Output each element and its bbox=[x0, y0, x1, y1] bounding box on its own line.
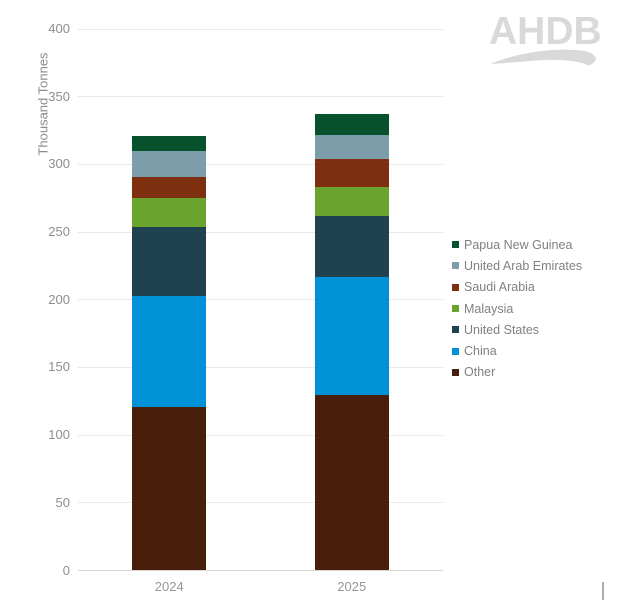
y-tick-label: 50 bbox=[55, 494, 70, 510]
ahdb-logo: AHDB bbox=[489, 10, 602, 66]
bar-segment-other bbox=[314, 394, 389, 571]
bar-segment-malaysia bbox=[132, 198, 207, 227]
bar-segment-united-arab-emirates bbox=[314, 134, 389, 159]
x-tick-label: 2024 bbox=[154, 578, 184, 594]
y-tick-label: 0 bbox=[62, 562, 70, 578]
legend-swatch-icon bbox=[452, 262, 459, 270]
legend: Papua New Guinea United Arab Emirates Saud… bbox=[452, 234, 582, 383]
legend-label: Other bbox=[464, 365, 496, 380]
ahdb-swoosh-icon bbox=[490, 49, 596, 66]
y-tick-label: 350 bbox=[48, 88, 70, 104]
legend-swatch-icon bbox=[452, 305, 459, 313]
y-tick-label: 100 bbox=[48, 427, 70, 443]
bar-segment-saudi-arabia bbox=[314, 158, 389, 188]
y-tick-label: 200 bbox=[48, 291, 70, 307]
legend-item-saudi-arabia: Saudi Arabia bbox=[452, 277, 582, 298]
bar-segment-saudi-arabia bbox=[132, 176, 207, 199]
gridline bbox=[78, 96, 443, 98]
legend-label: Papua New Guinea bbox=[464, 237, 573, 252]
bar-segment-united-states bbox=[314, 215, 389, 277]
gridline bbox=[78, 299, 443, 301]
vertical-line-fragment bbox=[602, 582, 604, 600]
x-axis-line bbox=[78, 570, 443, 571]
legend-swatch-icon bbox=[452, 326, 459, 334]
gridline bbox=[78, 163, 443, 165]
bar-segment-papua-new-guinea bbox=[314, 114, 389, 135]
y-tick-label: 300 bbox=[48, 156, 70, 172]
bar-segment-united-states bbox=[132, 226, 207, 296]
y-tick-label: 250 bbox=[48, 224, 70, 240]
gridline bbox=[78, 366, 443, 368]
legend-label: Malaysia bbox=[464, 301, 514, 316]
gridline bbox=[78, 434, 443, 436]
legend-swatch-icon bbox=[452, 283, 459, 291]
legend-label: China bbox=[464, 344, 497, 359]
bar-segment-china bbox=[132, 295, 207, 407]
x-tick-label: 2025 bbox=[337, 578, 367, 594]
legend-item-malaysia: Malaysia bbox=[452, 298, 582, 319]
ahdb-logo-text: AHDB bbox=[489, 10, 602, 53]
legend-item-other: Other bbox=[452, 362, 582, 383]
legend-label: United Arab Emirates bbox=[464, 258, 583, 273]
bar-segment-other bbox=[132, 406, 207, 571]
gridline bbox=[78, 502, 443, 504]
gridline bbox=[78, 231, 443, 233]
y-tick-label: 400 bbox=[48, 21, 70, 36]
legend-swatch-icon bbox=[452, 347, 459, 355]
legend-item-united-states: United States bbox=[452, 319, 582, 340]
bar-segment-malaysia bbox=[314, 187, 389, 216]
bar-segment-united-arab-emirates bbox=[132, 150, 207, 177]
legend-item-united-arab-emirates: United Arab Emirates bbox=[452, 255, 582, 276]
bar-segment-papua-new-guinea bbox=[132, 135, 207, 151]
legend-item-papua-new-guinea: Papua New Guinea bbox=[452, 234, 582, 255]
legend-item-china: China bbox=[452, 340, 582, 361]
y-tick-label: 150 bbox=[48, 359, 70, 375]
bar-segment-china bbox=[314, 276, 389, 395]
gridline bbox=[78, 28, 443, 30]
legend-swatch-icon bbox=[452, 368, 459, 376]
legend-swatch-icon bbox=[452, 241, 459, 249]
legend-label: Saudi Arabia bbox=[464, 280, 535, 295]
legend-label: United States bbox=[464, 322, 540, 337]
